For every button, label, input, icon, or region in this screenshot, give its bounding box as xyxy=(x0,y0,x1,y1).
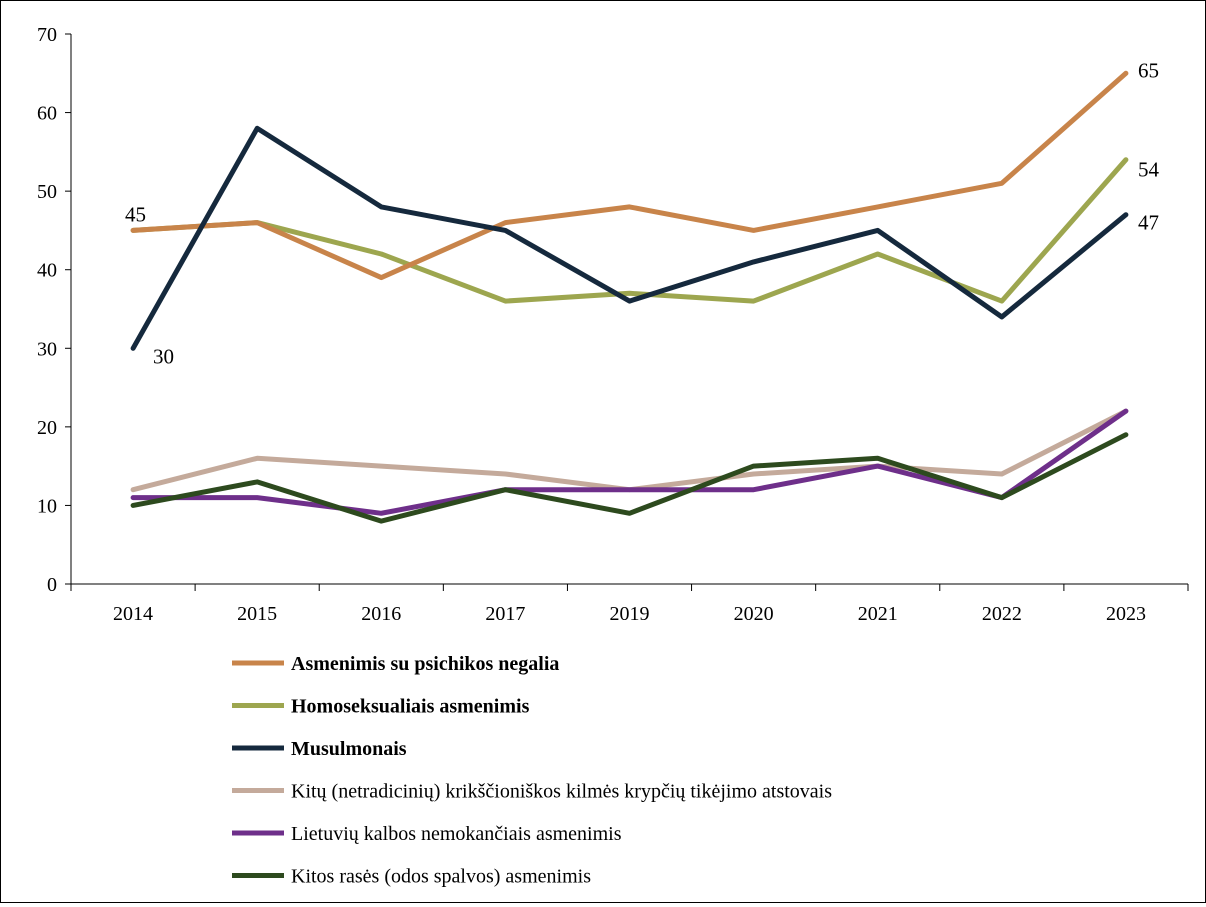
series-line-1 xyxy=(130,70,1129,281)
data-label: 54 xyxy=(1138,158,1160,182)
y-tick-label: 20 xyxy=(37,417,57,439)
data-label: 45 xyxy=(125,202,146,226)
data-label: 30 xyxy=(153,344,174,368)
y-tick-label: 30 xyxy=(37,338,57,360)
series-line-3 xyxy=(130,125,1129,351)
y-tick-label: 40 xyxy=(37,260,57,282)
x-tick-label: 2014 xyxy=(113,603,153,625)
y-tick-label: 70 xyxy=(37,24,57,46)
x-tick-label: 2022 xyxy=(982,603,1022,625)
legend-label-3: Musulmonais xyxy=(291,738,407,760)
legend-label-4: Kitų (netradicinių) krikščioniškos kilmė… xyxy=(291,781,832,803)
legend-label-5: Lietuvių kalbos nemokančiais asmenimis xyxy=(291,823,622,845)
x-tick-label: 2017 xyxy=(485,603,525,625)
data-label: 65 xyxy=(1138,58,1159,82)
data-label: 47 xyxy=(1138,211,1159,235)
x-tick-label: 2023 xyxy=(1106,603,1146,625)
y-tick-label: 50 xyxy=(37,181,57,203)
y-tick-label: 10 xyxy=(37,495,57,517)
series-line-6 xyxy=(130,432,1129,524)
x-tick-label: 2015 xyxy=(237,603,277,625)
chart-axes: 0 10 20 30 40 50 60 70 2014 2015 2016 2017 2019 2020 2… xyxy=(37,24,1189,625)
y-tick-label: 60 xyxy=(37,103,57,125)
data-labels: 65 45 54 30 47 xyxy=(125,58,1159,368)
series-line-2 xyxy=(130,157,1129,304)
x-tick-label: 2020 xyxy=(734,603,774,625)
legend-label-2: Homoseksualiais asmenimis xyxy=(291,696,530,718)
x-tick-label: 2016 xyxy=(361,603,401,625)
series-lines xyxy=(130,70,1129,524)
x-tick-label: 2019 xyxy=(610,603,650,625)
legend-label-6: Kitos rasės (odos spalvos) asmenimis xyxy=(291,866,591,888)
chart-legend: Asmenimis su psichikos negalia Homoseksua… xyxy=(232,653,832,888)
y-tick-label: 0 xyxy=(47,574,57,596)
legend-label-1: Asmenimis su psichikos negalia xyxy=(291,653,559,675)
series-line-4 xyxy=(130,408,1129,493)
x-tick-label: 2021 xyxy=(858,603,898,625)
